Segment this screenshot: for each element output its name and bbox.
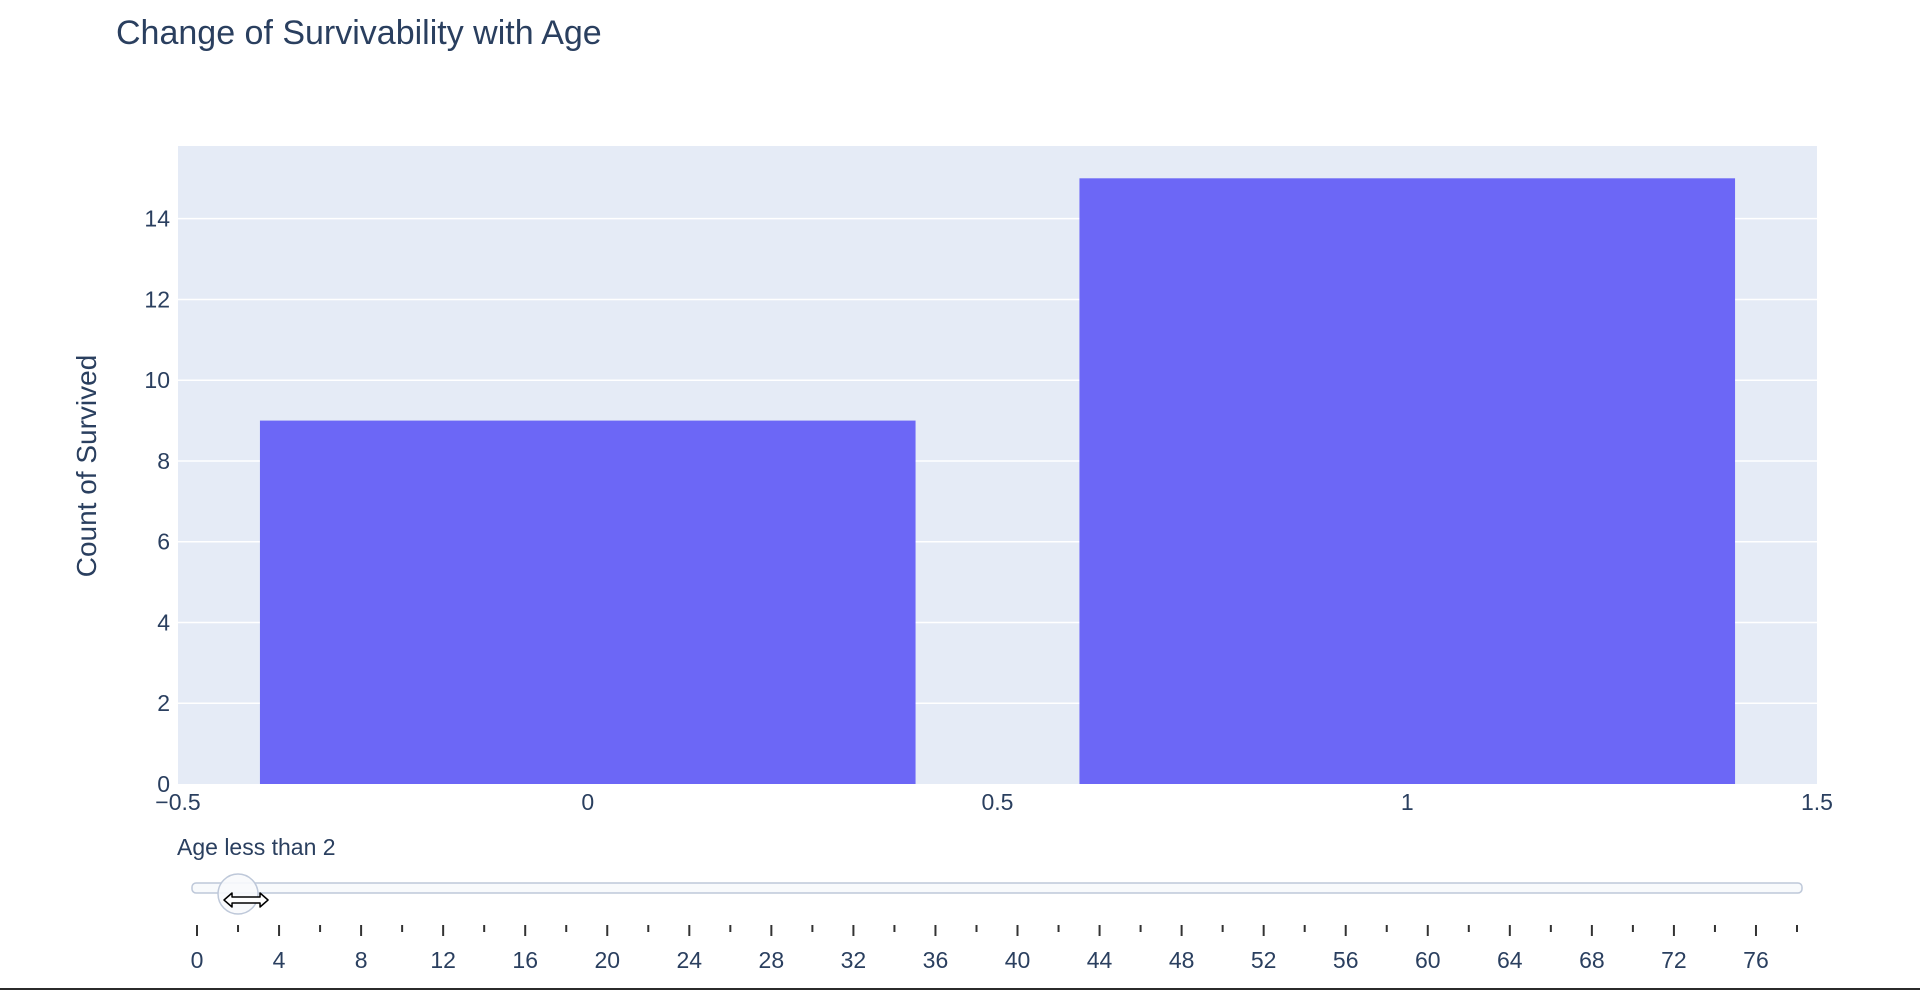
slider-tick-label: 4	[273, 947, 286, 973]
slider-tick-label: 72	[1661, 947, 1687, 973]
y-tick-label: 8	[157, 448, 170, 474]
slider-tick-label: 24	[677, 947, 703, 973]
slider-tick-label: 52	[1251, 947, 1277, 973]
x-axis-ticks: −0.5 0 0.5 1 1.5	[155, 789, 1833, 815]
slider-tick-label: 76	[1743, 947, 1769, 973]
slider-tick-label: 68	[1579, 947, 1605, 973]
y-tick-label: 12	[144, 286, 170, 312]
x-tick-label: 1	[1401, 789, 1414, 815]
slider-tick-label: 60	[1415, 947, 1441, 973]
y-tick-label: 2	[157, 690, 170, 716]
slider-tick-label: 36	[923, 947, 949, 973]
slider-tick-label: 12	[430, 947, 456, 973]
slider-tick-label: 28	[759, 947, 785, 973]
y-tick-label: 14	[144, 206, 170, 232]
age-slider[interactable]: Age less than 2 0 4 8 12 16 20 24 28 32 36 40 44 48 5…	[177, 834, 1802, 973]
y-tick-label: 4	[157, 609, 170, 635]
y-tick-label: 10	[144, 367, 170, 393]
slider-tick-label: 0	[191, 947, 204, 973]
x-tick-label: −0.5	[155, 789, 200, 815]
slider-ticks: 0 4 8 12 16 20 24 28 32 36 40 44 48 52 56 60 64 68 72 76	[191, 925, 1797, 973]
chart-title: Change of Survivability with Age	[116, 14, 602, 52]
y-axis-label: Count of Survived	[71, 355, 102, 578]
slider-tick-label: 64	[1497, 947, 1523, 973]
slider-current-value-label: Age less than 2	[177, 834, 336, 860]
slider-tick-label: 20	[594, 947, 620, 973]
slider-tick-label: 8	[355, 947, 368, 973]
x-tick-label: 0	[581, 789, 594, 815]
slider-tick-label: 16	[512, 947, 538, 973]
bar-0	[260, 421, 916, 784]
x-tick-label: 0.5	[982, 789, 1014, 815]
bar-1	[1079, 178, 1735, 784]
slider-tick-label: 56	[1333, 947, 1359, 973]
slider-tick-label: 48	[1169, 947, 1195, 973]
slider-handle[interactable]	[218, 874, 268, 914]
slider-rail[interactable]	[192, 883, 1802, 893]
slider-tick-label: 32	[841, 947, 867, 973]
x-tick-label: 1.5	[1801, 789, 1833, 815]
slider-tick-label: 44	[1087, 947, 1113, 973]
slider-tick-label: 40	[1005, 947, 1031, 973]
y-tick-label: 6	[157, 529, 170, 555]
slider-handle-knob[interactable]	[218, 874, 258, 914]
